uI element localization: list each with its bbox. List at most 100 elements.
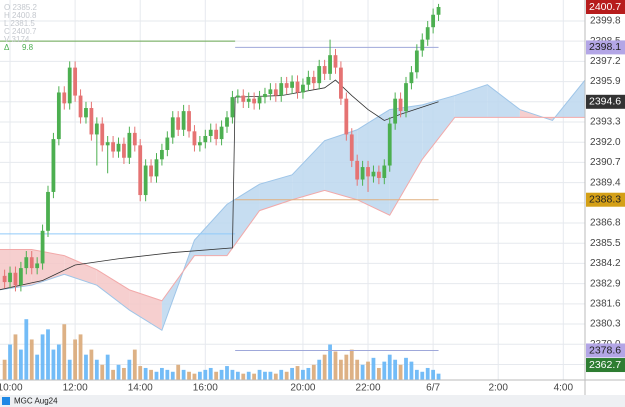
y-tick-label: 2389.4 <box>590 177 621 188</box>
volume-bar <box>100 364 105 380</box>
x-tick-label: 22:00 <box>356 383 381 394</box>
candle-body <box>100 123 105 146</box>
cloud-segment <box>454 84 488 118</box>
cloud-line <box>0 79 585 332</box>
candle-body <box>409 72 414 84</box>
candle-body <box>56 92 61 140</box>
volume-bar <box>284 371 289 380</box>
cloud-segment <box>357 109 390 216</box>
volume-bar <box>170 371 175 380</box>
candle-body <box>268 89 273 95</box>
candle-body <box>436 6 441 15</box>
x-tick-label: 16:00 <box>193 383 218 394</box>
y-tick-label: 2397.2 <box>590 56 621 67</box>
volume-bar <box>339 359 343 380</box>
candle-body <box>295 81 300 93</box>
volume-bar <box>290 367 294 380</box>
volume-bar <box>208 367 213 380</box>
volume-bar <box>393 359 398 380</box>
volume-bar <box>160 367 164 380</box>
y-tick-label: 2381.6 <box>590 298 621 309</box>
candle-body <box>322 66 327 74</box>
volume-bar <box>94 359 99 380</box>
volume-bar <box>268 371 273 380</box>
volume-bar <box>116 364 121 380</box>
volume-bar <box>143 367 148 380</box>
volume-bar <box>279 369 284 380</box>
candle-body <box>149 165 153 177</box>
candle-body <box>355 160 360 180</box>
volume-bar <box>409 361 414 380</box>
volume-bar <box>111 369 115 380</box>
candle-body <box>35 263 40 269</box>
volume-bar <box>366 361 370 380</box>
candle-body <box>181 111 186 130</box>
cloud-segment <box>64 255 97 286</box>
plot-area <box>0 3 585 380</box>
volume-bar <box>382 361 387 380</box>
y-tick-label: 2395.9 <box>590 76 621 87</box>
candle-body <box>111 142 115 152</box>
price-tag-label: 2398.1 <box>589 41 621 53</box>
volume-bar <box>2 359 7 380</box>
price-tag <box>586 358 625 373</box>
price-tag-label: 2378.6 <box>589 344 621 356</box>
ohlc-info-line: O 2385.2 <box>4 3 37 12</box>
cloud-segment <box>292 140 325 200</box>
symbol-tab[interactable]: MGC Aug24 <box>14 397 58 406</box>
candle-body <box>219 126 224 140</box>
candle-body <box>257 97 262 104</box>
volume-bar <box>67 359 72 380</box>
candle-body <box>284 83 289 88</box>
price-tag-label: 2362.7 <box>589 359 621 371</box>
candle-body <box>73 67 78 96</box>
volume-bar <box>192 373 197 380</box>
candle-body <box>89 108 94 135</box>
x-tick-label: 12:00 <box>63 383 88 394</box>
volume-bar <box>24 319 29 380</box>
volume-bar <box>51 349 56 380</box>
candle-body <box>290 81 294 88</box>
candle-body <box>246 98 251 102</box>
volume-bar <box>230 369 235 380</box>
volume-bar <box>84 354 88 380</box>
cloud-segment <box>227 184 260 256</box>
price-tag <box>586 0 625 14</box>
ohlc-info-line: L 2381.5 <box>4 19 35 28</box>
volume-bar <box>241 373 246 380</box>
volume-bar <box>62 324 67 380</box>
price-tag <box>586 192 625 207</box>
volume-bar <box>105 354 110 380</box>
candle-body <box>230 97 235 118</box>
price-tag <box>586 343 625 358</box>
volume-bar <box>322 354 327 380</box>
volume-bar <box>301 369 305 380</box>
candle-body <box>235 95 240 98</box>
candle-body <box>208 129 213 136</box>
candle-body <box>344 98 349 135</box>
candle-body <box>192 131 197 146</box>
candle-body <box>197 142 202 146</box>
candle-body <box>301 84 305 93</box>
volume-bar <box>29 339 34 380</box>
volume-bar <box>376 367 381 380</box>
candle-body <box>160 149 164 160</box>
cloud-segment <box>487 84 520 118</box>
candle-body <box>46 191 50 231</box>
candle-body <box>84 108 88 118</box>
volume-bar <box>404 357 408 380</box>
cloud-segment <box>259 174 293 211</box>
candle-body <box>176 117 181 130</box>
x-tick-label: 20:00 <box>290 383 315 394</box>
volume-bar <box>40 334 45 380</box>
candle-body <box>241 95 246 102</box>
volume-bar <box>78 334 83 380</box>
volume-bar <box>425 367 430 380</box>
y-tick-label: 2392.0 <box>590 137 621 148</box>
candle-body <box>13 272 18 286</box>
tab-icon[interactable] <box>2 397 10 405</box>
volume-bar <box>203 369 208 380</box>
volume-bar <box>263 371 267 380</box>
y-tick-label: 2382.9 <box>590 278 621 289</box>
candle-body <box>393 98 398 124</box>
